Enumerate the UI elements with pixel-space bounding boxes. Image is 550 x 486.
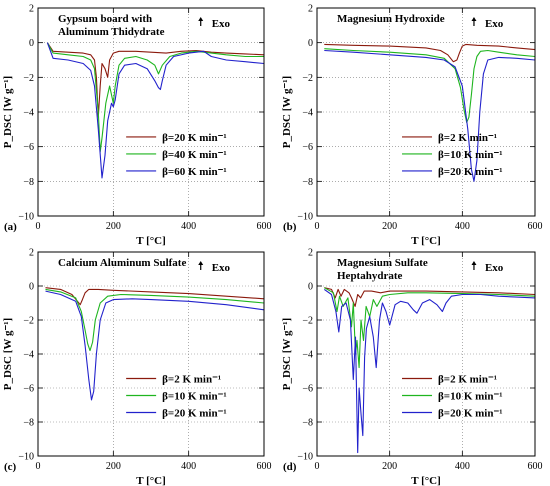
series-line-2 — [45, 288, 265, 352]
panel-title-line: Gypsum board with — [58, 13, 152, 25]
chart-panel-2: 0 200 400 600 −10 −8 −6 −4 −2 0 2 Magnesium Hydroxi… — [281, 4, 543, 248]
x-axis-label: T [°C] — [136, 475, 166, 486]
exo-arrow-head-icon — [198, 261, 204, 265]
x-tick-label: 0 — [36, 461, 41, 472]
series-line-2 — [324, 287, 536, 369]
y-tick-label: −4 — [23, 350, 34, 361]
y-tick-label: −8 — [23, 418, 34, 429]
x-tick-label: 400 — [181, 461, 196, 472]
legend-label: β=60 K min⁻¹ — [162, 166, 227, 178]
chart-panel-3: 0 200 400 600 −10 −8 −6 −4 −2 0 2 Calcium Aluminum … — [2, 248, 272, 486]
x-tick-label: 200 — [106, 221, 121, 232]
y-tick-label: −8 — [302, 177, 313, 188]
legend-label: β=40 K min⁻¹ — [162, 149, 227, 161]
x-tick-label: 600 — [257, 461, 272, 472]
series-line-1 — [324, 43, 536, 63]
exo-arrow-head-icon — [198, 17, 204, 21]
x-tick-label: 200 — [382, 461, 397, 472]
y-tick-label: −8 — [23, 177, 34, 188]
y-tick-label: 2 — [29, 4, 34, 15]
series-line-3 — [323, 288, 536, 454]
y-tick-label: −10 — [18, 212, 34, 223]
series-line-2 — [46, 42, 264, 153]
legend-label: β=10 K min⁻¹ — [438, 390, 503, 402]
legend-label: β=2 K min⁻¹ — [438, 373, 497, 385]
series-line-2 — [324, 48, 536, 123]
y-tick-label: −2 — [302, 316, 313, 327]
y-tick-label: −6 — [23, 142, 34, 153]
legend-label: β=10 K min⁻¹ — [438, 149, 503, 161]
y-tick-label: −8 — [302, 418, 313, 429]
legend-label: β=2 K min⁻¹ — [438, 132, 497, 144]
y-tick-label: 0 — [308, 38, 313, 49]
y-tick-label: −2 — [23, 316, 34, 327]
series-line-3 — [324, 49, 536, 182]
exo-label: Exo — [212, 262, 231, 274]
x-axis-label: T [°C] — [411, 235, 441, 247]
y-tick-label: −4 — [302, 350, 313, 361]
x-tick-label: 0 — [36, 221, 41, 232]
legend-label: β=20 K min⁻¹ — [438, 166, 503, 178]
exo-arrow-head-icon — [471, 17, 477, 21]
x-tick-label: 400 — [455, 461, 470, 472]
y-tick-label: −6 — [302, 384, 313, 395]
y-tick-label: −10 — [18, 452, 34, 463]
y-tick-label: 2 — [308, 4, 313, 15]
x-axis-label: T [°C] — [411, 475, 441, 486]
y-axis-label: P_DSC [W g⁻¹] — [281, 318, 293, 390]
legend-label: β=20 K min⁻¹ — [162, 132, 227, 144]
y-tick-label: 0 — [29, 38, 34, 49]
exo-arrow-head-icon — [471, 261, 477, 265]
x-tick-label: 600 — [528, 461, 543, 472]
y-tick-label: 2 — [29, 248, 34, 259]
x-tick-label: 600 — [257, 221, 272, 232]
series-line-3 — [46, 42, 265, 179]
y-tick-label: −2 — [302, 73, 313, 84]
panel-title-line: Calcium Aluminum Sulfate — [58, 257, 186, 269]
x-tick-label: 400 — [181, 221, 196, 232]
y-tick-label: −4 — [302, 108, 313, 119]
x-tick-label: 0 — [315, 221, 320, 232]
legend-label: β=2 K min⁻¹ — [162, 373, 221, 385]
chart-panel-4: 0 200 400 600 −10 −8 −6 −4 −2 0 2 Magnesium Sulfate… — [281, 248, 543, 486]
legend-label: β=20 K min⁻¹ — [162, 407, 227, 419]
x-tick-label: 0 — [315, 461, 320, 472]
series-line-3 — [45, 290, 265, 401]
y-tick-label: −10 — [297, 452, 313, 463]
panel-label: (b) — [283, 221, 297, 233]
y-tick-label: 0 — [308, 282, 313, 293]
panel-title-line: Aluminum Thidydrate — [58, 26, 165, 38]
exo-label: Exo — [485, 18, 504, 30]
y-axis-label: P_DSC [W g⁻¹] — [2, 318, 14, 390]
y-tick-label: −4 — [23, 108, 34, 119]
panel-label: (a) — [4, 221, 17, 233]
series-line-1 — [45, 287, 265, 306]
panel-title-line: Magnesium Sulfate — [337, 257, 428, 269]
panel-label: (d) — [283, 461, 297, 473]
panel-title-line: Heptahydrate — [337, 270, 403, 282]
x-tick-label: 200 — [106, 461, 121, 472]
y-tick-label: −6 — [302, 142, 313, 153]
panel-title-line: Magnesium Hydroxide — [337, 13, 445, 25]
series-line-1 — [46, 42, 265, 118]
y-axis-label: P_DSC [W g⁻¹] — [281, 76, 293, 148]
chart-panel-1: 0 200 400 600 −10 −8 −6 −4 −2 0 2 Gypsum board with… — [2, 4, 272, 248]
y-tick-label: 2 — [308, 248, 313, 259]
y-axis-label: P_DSC [W g⁻¹] — [2, 76, 14, 148]
y-tick-label: −6 — [23, 384, 34, 395]
x-tick-label: 400 — [455, 221, 470, 232]
x-tick-label: 600 — [528, 221, 543, 232]
y-tick-label: −10 — [297, 212, 313, 223]
panel-label: (c) — [4, 461, 17, 473]
exo-label: Exo — [212, 18, 231, 30]
exo-label: Exo — [485, 262, 504, 274]
x-axis-label: T [°C] — [136, 235, 166, 247]
x-tick-label: 200 — [382, 221, 397, 232]
y-tick-label: 0 — [29, 282, 34, 293]
y-tick-label: −2 — [23, 73, 34, 84]
legend-label: β=10 K min⁻¹ — [162, 390, 227, 402]
legend-label: β=20 K min⁻¹ — [438, 407, 503, 419]
series-line-1 — [324, 287, 536, 307]
